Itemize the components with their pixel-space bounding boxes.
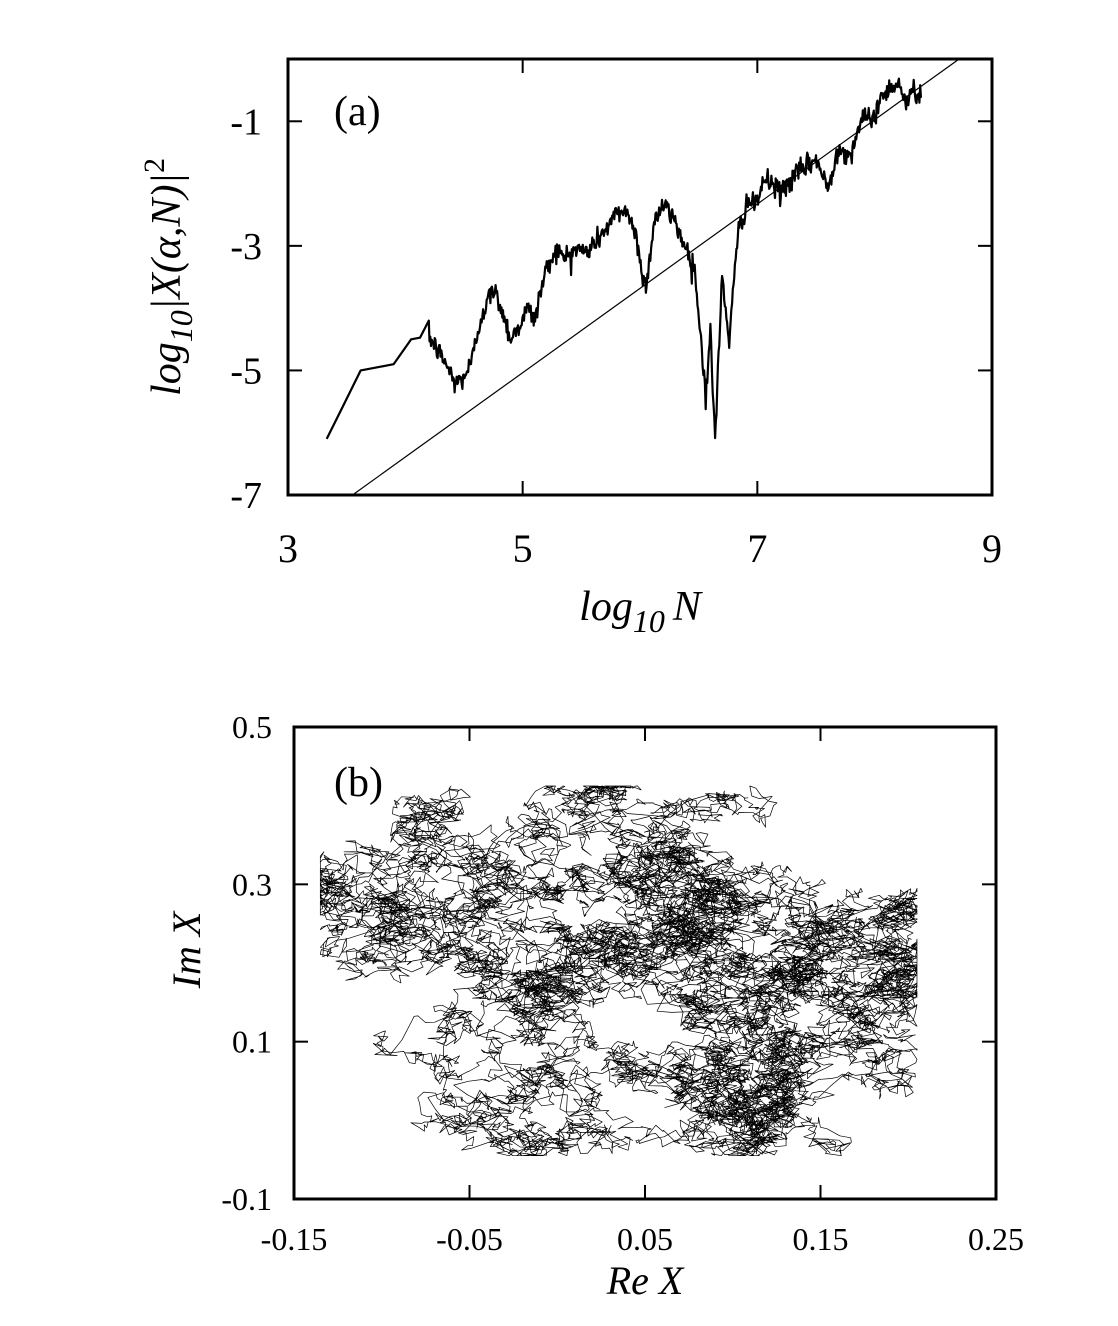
panel-b-ytick-label: 0.3 <box>232 866 272 902</box>
panel-a-xtick-label: 5 <box>513 526 533 571</box>
panel-a-xlabel-sub: 10 <box>633 603 665 639</box>
panel-b-tick-labels: -0.15 -0.05 0.05 0.15 0.25 -0.1 0.1 0.3 0.5 <box>221 709 1024 1257</box>
panel-a-label: (a) <box>334 89 381 135</box>
panel-a-xtick-label: 9 <box>982 526 1002 571</box>
panel-a-ylabel-main: log <box>144 342 190 396</box>
panel-a-ylabel-sup: 2 <box>138 158 171 173</box>
panel-a-xtick-label: 7 <box>747 526 767 571</box>
panel-a-ytick-label: -5 <box>230 350 262 392</box>
panel-b-xtick-label: -0.15 <box>261 1221 328 1257</box>
panel-a-ylabel: log10|X(α,N)|2 <box>138 158 199 396</box>
panel-a-xlabel-main: log <box>579 584 633 630</box>
panel-a-ticks <box>287 59 993 496</box>
panel-b-xlabel: Re X <box>606 1258 685 1303</box>
plot-a-frame <box>286 57 994 497</box>
panel-b-ytick-label: 0.5 <box>232 709 272 745</box>
panel-b-ticks <box>293 726 997 1200</box>
panel-a-xlabel: log10 N <box>579 584 703 639</box>
panel-b-series-walk <box>319 785 918 1157</box>
panel-a-series-fit <box>352 58 960 496</box>
panel-b-xtick-label: 0.15 <box>793 1221 849 1257</box>
panel-a: 3 5 7 9-1-3-5-7 (a) log10 N log10|X(α,N)|2 <box>138 57 1002 639</box>
panel-a-ytick-label: -1 <box>230 101 262 143</box>
panel-b-xtick-label: 0.25 <box>968 1221 1024 1257</box>
panel-b-xtick-label: 0.05 <box>617 1221 673 1257</box>
panel-b-series <box>319 785 918 1157</box>
panel-a-ytick-label: -3 <box>230 226 262 268</box>
panel-a-series <box>325 58 960 496</box>
panel-a-ytick-label: -7 <box>230 475 262 517</box>
panel-b-xtick-label: -0.05 <box>436 1221 503 1257</box>
panel-b-ytick-label: 0.1 <box>232 1024 272 1060</box>
panel-a-xlabel-var: N <box>672 584 703 630</box>
panel-b-label: (b) <box>334 760 383 806</box>
panel-b-ylabel: Im X <box>164 910 209 989</box>
panel-a-tick-labels: 3 5 7 9 -1 -3 -5 -7 <box>230 101 1002 571</box>
panel-a-series-data <box>325 77 923 440</box>
panel-a-ylabel-rest: |X(α,N)| <box>144 173 190 310</box>
panel-a-ylabel-sub: 10 <box>163 310 199 342</box>
panel-a-xtick-label: 3 <box>278 526 298 571</box>
panel-b: -0.15 -0.05 0.05 0.15 0.25-0.10.10.30.5 (b) … <box>164 709 1024 1303</box>
panel-b-ytick-label: -0.1 <box>221 1181 272 1217</box>
